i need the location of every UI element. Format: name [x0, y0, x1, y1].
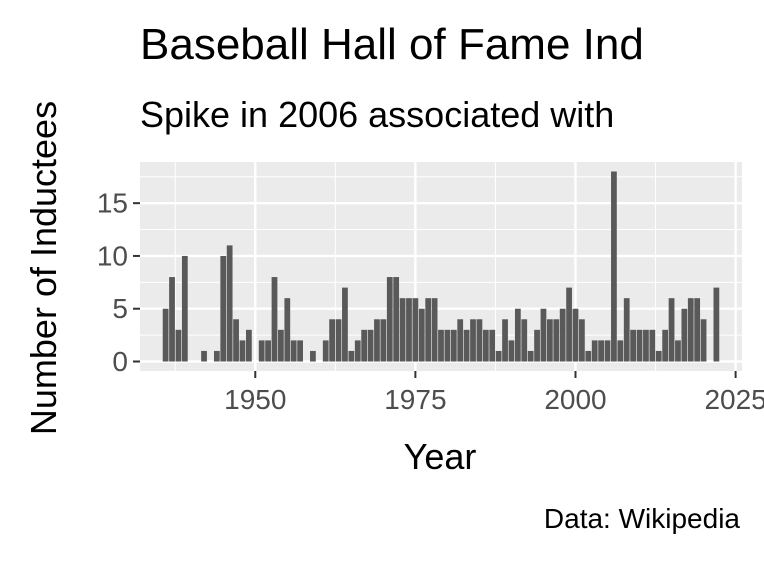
bar [668, 298, 675, 362]
bar [175, 329, 182, 362]
bar [201, 350, 207, 362]
bar [649, 329, 656, 362]
y-tick-label: 0 [112, 346, 128, 377]
bar [617, 340, 624, 362]
bar [425, 298, 432, 362]
bar [431, 298, 438, 362]
y-tick-label: 10 [97, 240, 128, 271]
bar [162, 308, 169, 362]
bar [643, 329, 649, 362]
bar [457, 319, 464, 362]
x-tick-label: 2025 [704, 384, 764, 415]
bar [489, 329, 496, 362]
bar [386, 277, 393, 362]
bar [630, 329, 637, 362]
bar [438, 329, 444, 362]
chart-caption: Data: Wikipedia [543, 503, 740, 534]
bar [636, 329, 643, 362]
chart-subtitle: Spike in 2006 associated with [140, 94, 615, 135]
bar [623, 298, 630, 362]
bar [675, 340, 681, 362]
bar [335, 319, 342, 362]
bar [662, 329, 669, 362]
bar [380, 319, 387, 362]
bar [713, 287, 720, 362]
bar [220, 255, 227, 362]
bar [239, 340, 246, 362]
x-tick-label: 1975 [384, 384, 446, 415]
bar [342, 287, 348, 362]
bar [329, 319, 336, 362]
bar [598, 340, 604, 362]
bar [502, 319, 508, 362]
bar [566, 287, 572, 362]
bar [482, 329, 489, 362]
bar [476, 319, 483, 362]
bar [444, 329, 451, 362]
bar [418, 308, 425, 362]
bar [508, 340, 515, 362]
bar [245, 329, 252, 362]
bar [393, 277, 400, 362]
bar [527, 350, 534, 362]
bar [546, 319, 553, 362]
bar [694, 298, 701, 362]
bar [700, 319, 707, 362]
bar [591, 340, 598, 362]
bar [540, 308, 547, 362]
bar [169, 277, 175, 362]
bar [310, 350, 316, 362]
bar [579, 319, 585, 362]
y-tick-label: 5 [112, 293, 128, 324]
bar [611, 171, 617, 362]
x-tick-label: 2000 [544, 384, 606, 415]
bar [271, 277, 278, 362]
bar [367, 329, 374, 362]
bar [399, 298, 406, 362]
bar [297, 340, 303, 362]
bar [681, 308, 688, 362]
bar [354, 340, 361, 362]
bar [406, 298, 412, 362]
bar [521, 319, 528, 362]
bar [585, 350, 592, 362]
bar [290, 340, 297, 362]
bar [559, 308, 566, 362]
x-axis-label: Year [403, 436, 477, 477]
bar [534, 329, 540, 362]
bar [348, 350, 355, 362]
bar [213, 350, 220, 362]
x-tick-label: 1950 [224, 384, 286, 415]
bar [553, 319, 560, 362]
bar [450, 329, 457, 362]
chart-title: Baseball Hall of Fame Ind [140, 20, 644, 69]
bar [278, 329, 284, 362]
bar [655, 350, 662, 362]
bar [284, 298, 291, 362]
bar [226, 245, 233, 362]
bar [687, 298, 694, 362]
y-tick-label: 15 [97, 188, 128, 219]
bar [495, 350, 502, 362]
bar [374, 319, 380, 362]
bar [463, 329, 470, 362]
bar [470, 319, 476, 362]
bar [181, 255, 188, 362]
bar [572, 308, 579, 362]
bar [233, 319, 239, 362]
bar [514, 308, 521, 362]
bar [361, 329, 368, 362]
bar [412, 298, 419, 362]
bar [265, 340, 271, 362]
bar [322, 340, 329, 362]
bar [258, 340, 265, 362]
bar [604, 340, 611, 362]
